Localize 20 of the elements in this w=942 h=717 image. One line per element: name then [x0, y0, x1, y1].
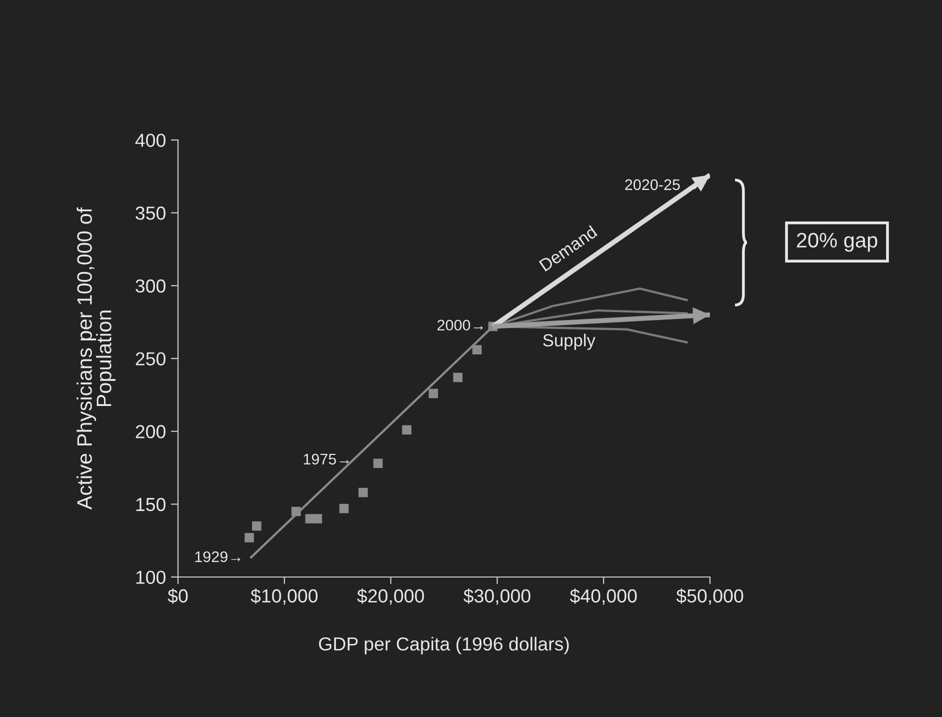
x-tick-label: $50,000: [676, 588, 744, 605]
y-tick-label: 150: [136, 498, 166, 512]
x-tick-label: $10,000: [250, 588, 318, 605]
y-tick-label: 350: [136, 206, 166, 220]
y-tick-label: 100: [136, 570, 166, 584]
annotation: 1929→: [195, 551, 240, 562]
y-tick-label: 200: [136, 425, 166, 438]
y-tick-label: 400: [135, 134, 166, 147]
x-axis-title: GDP per Capita (1996 dollars): [319, 636, 569, 654]
text: 20% gap: [796, 232, 878, 252]
annotation: 1975→: [304, 454, 349, 465]
annotation: 2000→: [438, 320, 483, 331]
series-label: Supply: [543, 334, 596, 350]
x-tick-label: $40,000: [570, 588, 637, 605]
y-axis-title: Active Physicians per 100,000 of Population: [76, 207, 116, 510]
x-tick-label: $20,000: [357, 588, 424, 605]
x-tick-label: $30,000: [464, 588, 530, 605]
y-tick-label: 300: [136, 279, 166, 293]
x-tick-label: $0: [168, 588, 188, 604]
y-tick-label: 250: [136, 352, 166, 366]
